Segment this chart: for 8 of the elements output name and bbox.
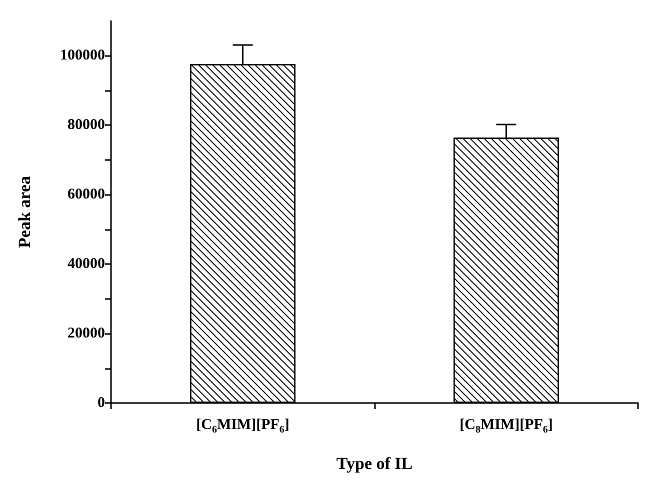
y-tick-label: 0 — [98, 395, 105, 411]
y-tick-label: 80000 — [68, 117, 105, 134]
y-tick-label: 40000 — [68, 256, 105, 272]
y-tick-label: 60000 — [68, 186, 105, 203]
y-tick-label: 100000 — [60, 48, 105, 64]
y-axis-title: Peak area — [15, 176, 34, 248]
x-axis-title: Type of IL — [336, 454, 413, 473]
y-tick-label: 20000 — [68, 326, 105, 342]
